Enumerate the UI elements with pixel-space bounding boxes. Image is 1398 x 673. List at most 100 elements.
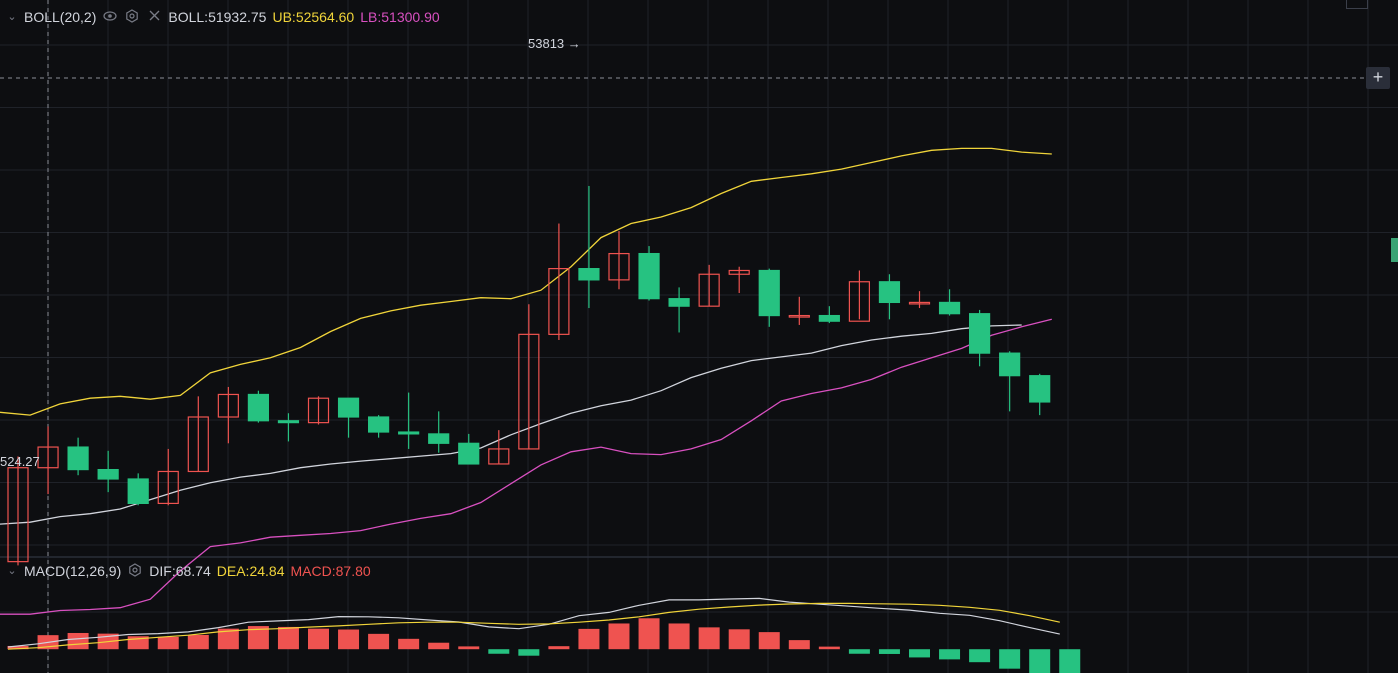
boll-mid-value: BOLL:51932.75 [168,9,267,25]
candle [488,430,510,465]
price-axis-marker [1391,238,1398,262]
candle [458,433,480,465]
boll-mid-line [0,324,1022,525]
macd-hist-bar [818,646,840,650]
candle-body [458,442,480,465]
candle [999,351,1021,412]
candle-body [488,448,510,465]
candle-body [758,269,780,317]
macd-hist-bar [458,646,480,650]
macd-hist-bar [247,626,269,650]
chevron-down-icon[interactable]: ⌄ [7,11,17,23]
macd-hist-bar [157,636,179,650]
candle [37,426,59,495]
candle [698,264,720,307]
candle-body [818,314,840,322]
boll-indicator-name[interactable]: BOLL(20,2) [24,9,97,25]
candle-body [97,468,119,480]
candle [728,266,750,294]
close-icon[interactable] [146,9,162,25]
candle-body [698,273,720,307]
candle-body [968,313,991,354]
macd-pane [7,597,1081,673]
macd-hist-bar [7,645,29,650]
macd-hist-bar [308,628,329,650]
candle-body [277,420,300,424]
candle [247,390,269,423]
candle-body [157,470,179,505]
macd-hist-bar [1059,649,1081,673]
candle-body [638,252,660,300]
candle [818,306,840,324]
macd-hist-bar [338,629,360,650]
candle-body [67,446,89,471]
macd-indicator-name[interactable]: MACD(12,26,9) [24,563,122,579]
candle-body [127,478,149,505]
macd-hist-bar [999,649,1021,669]
candle [758,268,780,327]
corner-control[interactable] [1346,0,1368,9]
candle [127,473,149,506]
candle-body [217,393,239,418]
candle-body [878,281,901,304]
candle [788,296,810,325]
candle-body [7,467,29,563]
candle [908,291,931,309]
macd-dif-value: DIF:68.74 [149,563,211,579]
candle-body [668,298,690,307]
macd-hist-value: MACD:87.80 [290,563,371,579]
candle [187,396,209,473]
low-price-annotation: 524.27 [0,454,40,469]
candle [398,392,420,449]
macd-hist-bar [368,633,390,650]
boll-lower-line [0,318,1052,615]
boll-upper-value: UB:52564.60 [272,9,355,25]
gear-icon[interactable] [124,9,140,25]
chevron-down-icon[interactable]: ⌄ [7,565,17,577]
macd-hist-bar [848,649,870,654]
candle-body [578,268,600,281]
macd-hist-bar [277,626,299,650]
candle-body [187,416,209,473]
macd-hist-bar [728,629,750,650]
candle-body [548,268,570,335]
candle-body [1029,375,1051,403]
macd-hist-bar [187,634,209,650]
macd-hist-bar [578,628,600,650]
macd-hist-bar [428,642,450,650]
candle [638,246,660,301]
eye-icon[interactable] [102,9,118,25]
macd-hist-bar [548,646,570,650]
crosshair [0,0,1366,673]
candle-body [368,416,390,433]
candle-body [608,252,630,281]
candles [7,185,1051,566]
boll-lower-value: LB:51300.90 [360,9,440,25]
candle-body [788,314,810,318]
candle-body [307,397,330,424]
candle [848,270,871,322]
macd-hist-bar [67,632,89,650]
candle [548,223,570,340]
macd-hist-bar [488,649,510,654]
candle [608,231,630,290]
macd-hist-bar [398,638,420,650]
high-price-annotation: 53813 → [528,36,581,51]
macd-hist-bar [1029,649,1051,673]
macd-hist-bar [788,640,810,650]
macd-hist-bar [518,649,540,656]
gear-icon[interactable] [127,563,143,579]
candle [307,396,330,425]
boll-legend: ⌄ BOLL(20,2) BOLL:51932.75 UB:52564.60 L… [6,8,440,26]
boll-upper-line [0,147,1052,416]
candle [97,450,119,493]
candle-body [337,397,360,418]
bollinger-bands [0,147,1052,615]
macd-hist-bar [939,649,961,660]
candle [878,274,901,320]
plus-icon[interactable]: + [1366,67,1390,89]
candle [1029,373,1051,416]
